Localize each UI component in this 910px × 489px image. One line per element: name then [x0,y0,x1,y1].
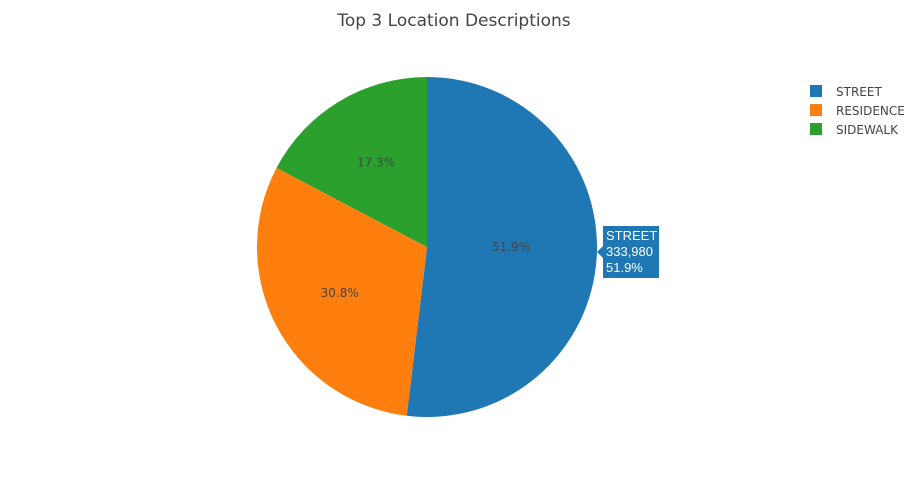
legend-swatch-sidewalk[interactable] [810,123,822,135]
pie-slice-street[interactable] [406,77,597,417]
legend-swatch-street[interactable] [810,85,822,97]
hover-tooltip: STREET 333,980 51.9% [597,226,659,278]
tooltip-percent: 51.9% [606,260,643,275]
slice-percent-label-residence: 30.8% [321,286,359,300]
legend-label-sidewalk[interactable]: SIDEWALK [836,123,899,137]
pie-slice-residence[interactable] [257,167,427,416]
legend-label-street[interactable]: STREET [836,85,882,99]
tooltip-box [597,226,659,278]
pie-slices [257,77,597,417]
legend-label-residence[interactable]: RESIDENCE [836,104,905,118]
slice-percent-label-sidewalk: 17.3% [357,156,395,170]
slice-percent-label-street: 51.9% [492,240,530,254]
chart-title: Top 3 Location Descriptions [336,11,570,31]
legend[interactable]: STREET RESIDENCE SIDEWALK [810,85,905,137]
tooltip-label: STREET [606,228,657,243]
pie-slice-labels: 51.9% 30.8% 17.3% [321,156,530,300]
pie-slice-sidewalk[interactable] [276,77,427,247]
tooltip-value: 333,980 [606,244,653,259]
legend-swatch-residence[interactable] [810,104,822,116]
